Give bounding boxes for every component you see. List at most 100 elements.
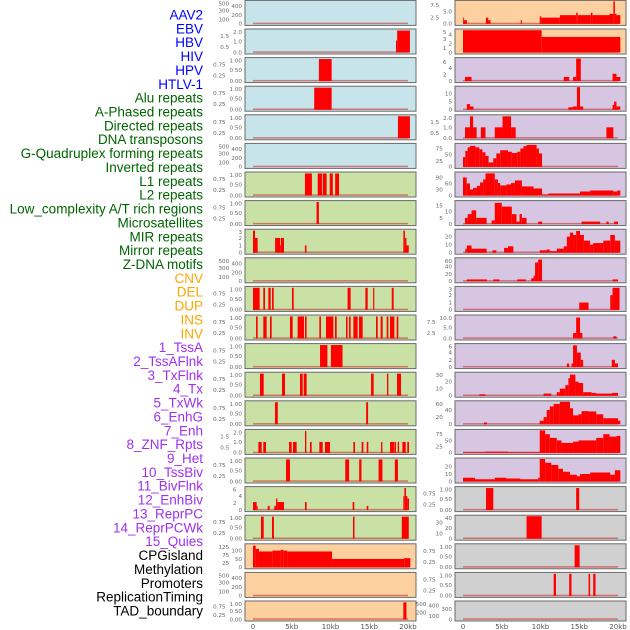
panel-background [454, 314, 627, 341]
bar [511, 183, 515, 196]
x-tick-label: 20kb [399, 623, 417, 630]
y-tick-label: 10 [436, 387, 444, 393]
bar [492, 250, 497, 253]
bar [471, 210, 477, 225]
y-tick-label: 10 [445, 472, 453, 478]
panel-background [244, 114, 417, 141]
baseline [253, 222, 408, 225]
bar [466, 104, 470, 110]
y-tick-label: 6 [448, 345, 452, 351]
y-tick-label: 0.75 [213, 63, 226, 69]
track-panel-l2-repeats: 0.00 0.25 0.50 0.75 1.00 [213, 371, 417, 400]
bar [386, 316, 389, 339]
bar [559, 388, 566, 396]
bar [543, 393, 552, 396]
bar [576, 12, 578, 24]
bar [256, 316, 258, 339]
y-tick-label: 25 [222, 561, 230, 567]
panel-background [244, 142, 417, 169]
track-panel-mir-repeats: 0.00 0.25 0.50 0.75 1.00 [213, 457, 417, 485]
y-tick-label: 40 [445, 264, 453, 270]
y-tick-label: 0.50 [230, 125, 243, 131]
y-tick-label: 15 [436, 203, 444, 209]
bar [332, 558, 405, 568]
bar [403, 496, 405, 511]
bar [403, 230, 405, 253]
y-tick-label: 0 [448, 308, 452, 314]
panel-background [244, 0, 417, 26]
bar [606, 221, 609, 225]
y-tick-label: 0 [238, 508, 242, 514]
bar [563, 246, 567, 253]
bar [473, 187, 477, 196]
bar [309, 441, 312, 453]
bar [318, 59, 332, 82]
track-panel-microsatellites: 0.0 0.5 1.0 1.5 2.0 [220, 428, 417, 457]
x-tick-label: 10kb [322, 623, 340, 630]
bar [538, 221, 543, 225]
bar [483, 179, 486, 196]
bar [292, 441, 297, 453]
bar [322, 173, 327, 196]
track-panel-hiv: 0.00 0.25 0.50 0.75 1.00 [213, 85, 417, 114]
baseline [253, 394, 408, 396]
y-tick-label: 2 [448, 358, 452, 364]
track-label-mir-repeats: MIR repeats [129, 229, 203, 244]
x-tick-label: 0 [251, 623, 255, 630]
bar [539, 430, 546, 453]
panel-background [454, 600, 627, 622]
y-tick-label: 1.00 [230, 116, 243, 122]
bar [255, 548, 259, 568]
y-tick-label: 10 [445, 210, 453, 216]
bar [465, 217, 468, 225]
bar [404, 558, 411, 568]
y-tick-label: 0 [448, 617, 452, 623]
y-tick-label: 0.25 [213, 613, 226, 619]
bar [297, 316, 304, 339]
y-tick-label: 5.0 [443, 325, 452, 331]
bar [299, 373, 303, 396]
y-tick-label: 10 [445, 243, 453, 249]
y-tick-label: 0 [448, 193, 452, 199]
bar [500, 185, 507, 196]
bar [305, 502, 307, 511]
track-panel-alu-repeats: 0.00 0.25 0.50 0.75 1.00 [213, 171, 417, 199]
y-tick-label: 2.5 [430, 16, 439, 22]
y-tick-label: 0.50 [230, 68, 243, 74]
y-tick-label: 0.50 [230, 526, 243, 532]
track-label-1-tssa: 1_TssA [159, 340, 203, 355]
y-tick-label: 40 [445, 408, 453, 414]
track-panel-cpgisland: 0.00 0.25 0.50 0.75 1.00 [423, 486, 627, 514]
y-tick-label: 1.00 [230, 373, 243, 379]
bar [611, 392, 618, 396]
baseline [253, 280, 408, 282]
bar [304, 245, 307, 253]
y-tick-label: 25 [436, 445, 444, 451]
bar [614, 240, 621, 253]
y-tick-label: 500 [219, 573, 230, 579]
track-panel-replicationtiming: 0.00 0.25 0.50 0.75 1.00 [423, 571, 627, 600]
track-label-3-txflnk: 3_TxFlnk [147, 368, 203, 383]
y-tick-label: 0.25 [213, 302, 226, 308]
panel-background [244, 257, 417, 284]
baseline [253, 51, 408, 53]
y-tick-label: 0.25 [423, 503, 436, 509]
bar [575, 381, 579, 396]
y-tick-label: 0.00 [230, 537, 243, 543]
y-tick-label: 0.50 [230, 383, 243, 389]
y-tick-label: 0.25 [213, 102, 226, 108]
y-tick-label: 0.75 [213, 605, 226, 611]
y-tick-label: 0.75 [213, 291, 226, 297]
track-label-promoters: Promoters [141, 576, 204, 591]
track-label-6-enhg: 6_EnhG [153, 409, 203, 424]
track-label-hbv: HBV [175, 35, 203, 50]
bar [543, 417, 547, 425]
track-label-12-enhbiv: 12_EnhBiv [138, 493, 204, 508]
x-tick-label: 5kb [285, 623, 299, 630]
bar [612, 287, 620, 310]
bar [612, 279, 618, 282]
x-tick-label: 20kb [609, 623, 627, 630]
y-tick-label: 1.00 [440, 573, 453, 579]
